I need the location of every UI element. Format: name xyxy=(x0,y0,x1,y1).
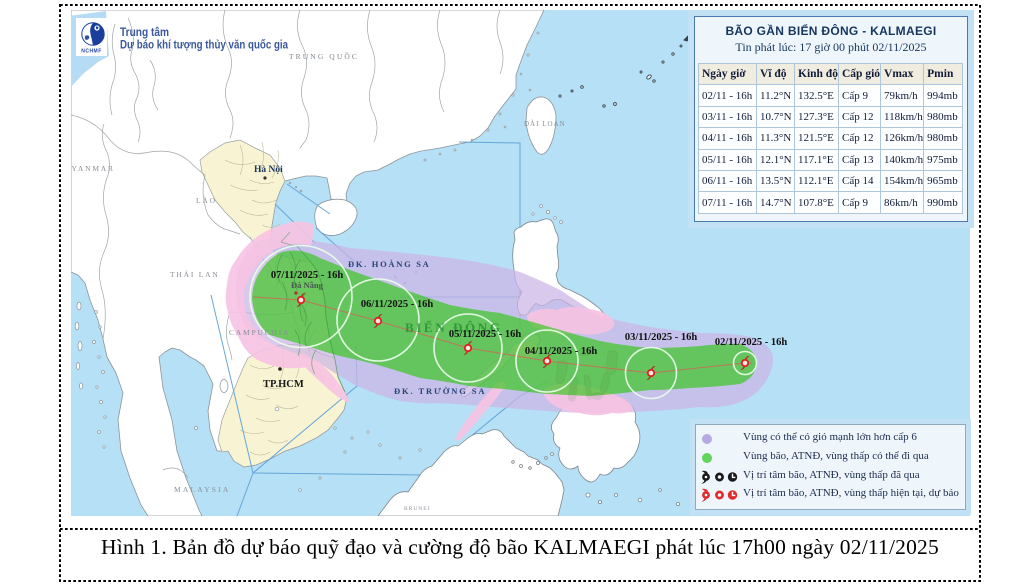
svg-text:Đà Nẫng: Đà Nẫng xyxy=(291,280,324,290)
svg-text:Dự báo khí tượng thủy văn quốc: Dự báo khí tượng thủy văn quốc gia xyxy=(120,40,289,52)
svg-text:02/11/2025 - 16h: 02/11/2025 - 16h xyxy=(715,337,788,348)
svg-text:TRUNG QUỒC: TRUNG QUỒC xyxy=(289,51,359,61)
svg-text:04/11/2025 - 16h: 04/11/2025 - 16h xyxy=(525,346,598,357)
svg-text:05/11/2025 - 16h: 05/11/2025 - 16h xyxy=(449,329,522,340)
svg-text:ĐÀI LOAN: ĐÀI LOAN xyxy=(524,120,566,128)
svg-text:TP.HCM: TP.HCM xyxy=(263,379,304,390)
svg-text:ĐK. HOÀNG SA: ĐK. HOÀNG SA xyxy=(348,259,431,269)
svg-text:Trung tâm: Trung tâm xyxy=(120,27,169,39)
svg-text:03/11/2025 - 16h: 03/11/2025 - 16h xyxy=(625,332,698,343)
svg-text:ĐK. TRƯỜNG SA: ĐK. TRƯỜNG SA xyxy=(394,386,486,396)
svg-text:CAMPUCHIA: CAMPUCHIA xyxy=(229,328,290,337)
svg-text:MALAYSIA: MALAYSIA xyxy=(174,485,231,494)
svg-text:06/11/2025 - 16h: 06/11/2025 - 16h xyxy=(361,299,434,310)
svg-text:THÁI LAN: THÁI LAN xyxy=(170,269,220,279)
svg-text:07/11/2025 - 16h: 07/11/2025 - 16h xyxy=(271,270,344,281)
svg-text:BRUNEI: BRUNEI xyxy=(404,506,430,512)
svg-text:NCHMF: NCHMF xyxy=(81,49,102,55)
svg-text:YANMAR: YANMAR xyxy=(72,164,115,173)
svg-text:Hà Nội: Hà Nội xyxy=(254,165,283,175)
svg-text:LÀO: LÀO xyxy=(196,195,217,205)
svg-text:BIỂN ĐÔNG: BIỂN ĐÔNG xyxy=(405,320,502,335)
